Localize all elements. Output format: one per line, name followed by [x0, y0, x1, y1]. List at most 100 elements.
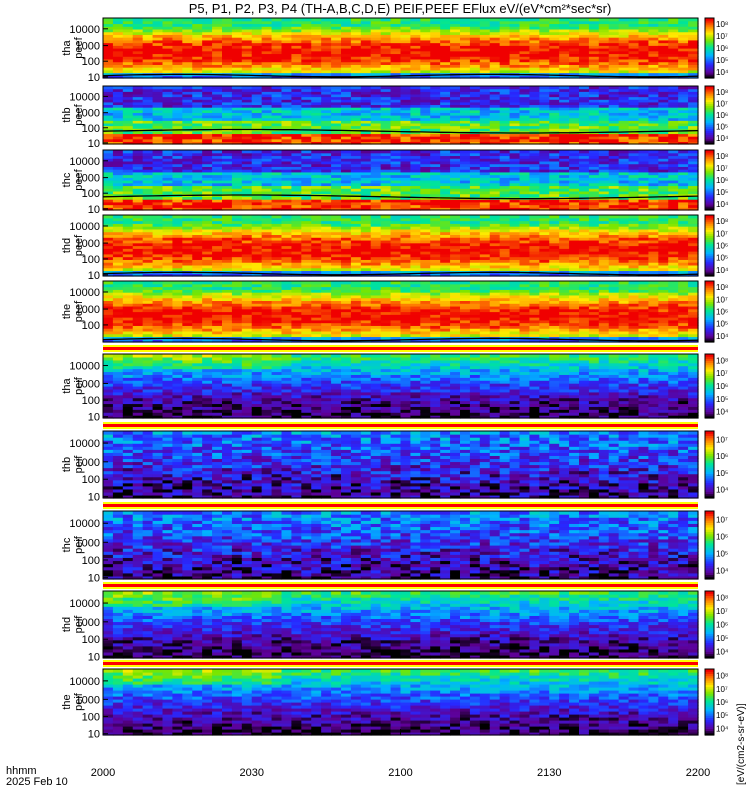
spectrogram-cell [678, 101, 689, 106]
spectrogram-cell [112, 166, 124, 170]
spectrogram-cell [291, 72, 302, 76]
spectrogram-cell [281, 150, 293, 154]
spectrogram-cell [172, 169, 183, 173]
spectrogram-cell [618, 125, 630, 129]
spectrogram-cell [539, 136, 550, 140]
spectrogram-cell [103, 199, 114, 203]
spectrogram-cell [469, 93, 481, 98]
spectrogram-cell [430, 117, 441, 121]
spectrogram-cell [688, 45, 699, 49]
spectrogram-cell [608, 56, 620, 60]
spectrogram-cell [549, 20, 560, 25]
spectrogram-cell [281, 101, 293, 106]
spectrogram-cell [350, 56, 362, 60]
spectrogram-cell [430, 141, 441, 145]
spectrogram-cell [430, 23, 441, 27]
spectrogram-cell [103, 138, 114, 142]
spectrogram-cell [291, 88, 302, 92]
spectrogram-cell [390, 104, 402, 108]
spectrogram-cell [559, 75, 570, 79]
spectrogram-cell [559, 117, 570, 121]
spectrogram-cell [489, 48, 501, 52]
spectrogram-cell [152, 34, 164, 38]
spectrogram-cell [212, 20, 223, 25]
spectrogram-cell [202, 115, 213, 119]
spectrogram-cell [192, 91, 203, 95]
spectrogram-cell [410, 104, 421, 108]
spectrogram-cell [172, 160, 183, 165]
panel-probe-label: tha [61, 39, 73, 55]
spectrogram-cell [360, 204, 372, 208]
spectrogram-cell [281, 207, 293, 211]
spectrogram-cell [103, 26, 114, 30]
spectrogram-cell [192, 122, 203, 127]
spectrogram-cell [251, 171, 263, 176]
spectrogram-cell [479, 136, 491, 140]
spectrogram-cell [598, 56, 610, 60]
spectrogram-cell [341, 171, 352, 176]
spectrogram-cell [688, 117, 699, 121]
spectrogram-cell [420, 112, 431, 116]
spectrogram-cell [192, 117, 203, 121]
spectrogram-cell [112, 101, 124, 106]
spectrogram-cell [519, 53, 531, 57]
spectrogram-cell [231, 130, 243, 135]
spectrogram-cell [331, 28, 342, 33]
spectrogram-cell [182, 53, 193, 57]
spectrogram-cell [430, 125, 441, 129]
spectrogram-cell [182, 122, 193, 127]
spectrogram-cell [350, 160, 362, 165]
colorbar-segment [705, 126, 714, 130]
spectrogram-cell [559, 50, 570, 55]
spectrogram-cell [678, 61, 689, 65]
spectrogram-cell [281, 155, 293, 159]
spectrogram-cell [103, 155, 114, 159]
spectrogram-cell [132, 207, 144, 211]
spectrogram-cell [331, 99, 342, 103]
spectrogram-cell [172, 199, 183, 203]
spectrogram-cell [549, 128, 560, 132]
spectrogram-cell [152, 109, 164, 113]
spectrogram-cell [460, 96, 471, 100]
spectrogram-cell [529, 37, 540, 41]
spectrogram-cell [112, 86, 124, 90]
spectrogram-cell [321, 99, 332, 103]
spectrogram-cell [460, 45, 471, 49]
spectrogram-cell [112, 53, 124, 57]
spectrogram-cell [400, 26, 412, 30]
spectrogram-cell [311, 180, 322, 184]
spectrogram-cell [420, 117, 431, 121]
spectrogram-cell [549, 31, 560, 35]
spectrogram-cell [241, 50, 253, 55]
spectrogram-cell [499, 50, 511, 55]
spectrogram-cell [331, 122, 342, 127]
spectrogram-cell [360, 133, 372, 137]
spectrogram-cell [311, 58, 322, 63]
spectrogram-cell [321, 112, 332, 116]
spectrogram-cell [618, 141, 630, 145]
spectrogram-cell [291, 174, 302, 178]
spectrogram-cell [559, 96, 570, 100]
spectrogram-cell [291, 26, 302, 30]
spectrogram-cell [489, 99, 501, 103]
spectrogram-cell [241, 207, 253, 211]
spectrogram-cell [410, 199, 421, 203]
spectrogram-cell [678, 72, 689, 76]
spectrogram-cell [311, 39, 322, 44]
spectrogram-cell [112, 61, 124, 65]
spectrogram-cell [479, 48, 491, 52]
spectrogram-cell [251, 39, 263, 44]
spectrogram-cell [341, 104, 352, 108]
spectrogram-cell [479, 122, 491, 127]
spectrogram-cell [559, 53, 570, 57]
spectrogram-cell [598, 34, 610, 38]
colorbar-segment [705, 54, 714, 57]
spectrogram-cell [440, 48, 451, 52]
spectrogram-cell [162, 91, 174, 95]
spectrogram-cell [370, 130, 382, 135]
spectrogram-cell [400, 20, 412, 25]
spectrogram-cell [182, 201, 193, 206]
spectrogram-cell [301, 101, 312, 106]
spectrogram-cell [311, 50, 322, 55]
spectrogram-cell [192, 196, 203, 200]
